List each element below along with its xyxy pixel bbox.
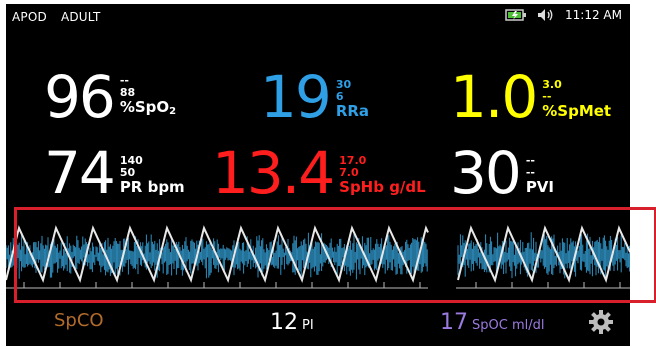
patient-type-label: ADULT	[60, 10, 101, 24]
rra-value: 19	[260, 63, 332, 131]
sphb-value: 13.4	[212, 139, 335, 207]
spco-label: SpCO	[54, 310, 104, 331]
rra-upper-limit: 30	[335, 78, 352, 91]
spmet-value: 1.0	[450, 63, 538, 131]
sphb-upper-limit: 17.0	[339, 154, 367, 167]
monitor-screen: APOD ADULT 11:12 AM 96 -- 88 %SpO2 19 30…	[6, 4, 630, 346]
spmet-lower-limit: --	[542, 90, 552, 103]
rra-parameter[interactable]: 19 30 6 RRa	[260, 68, 369, 126]
pr-unit: PR bpm	[119, 178, 185, 196]
spo2-value: 96	[44, 63, 116, 131]
spco-parameter[interactable]: SpCO	[54, 310, 104, 331]
pvi-upper-limit: --	[525, 154, 535, 167]
status-icons: 11:12 AM	[505, 8, 622, 22]
rra-unit: RRa	[335, 102, 370, 120]
spmet-parameter[interactable]: 1.0 3.0 -- %SpMet	[450, 68, 611, 126]
spmet-upper-limit: 3.0	[542, 78, 562, 91]
pi-parameter[interactable]: 12 PI	[270, 310, 314, 335]
speaker-icon[interactable]	[537, 8, 555, 22]
rra-lower-limit: 6	[335, 90, 344, 103]
clock: 11:12 AM	[565, 8, 622, 22]
pvi-unit: PVI	[525, 178, 554, 196]
pi-label: PI	[302, 318, 314, 333]
pr-value: 74	[44, 139, 116, 207]
sphb-parameter[interactable]: 13.4 17.0 7.0 SpHb g/dL	[212, 144, 426, 202]
spo2-unit: %SpO2	[119, 98, 177, 118]
spo2-lower-limit: 88	[119, 86, 136, 99]
pvi-lower-limit: --	[525, 166, 535, 179]
gear-icon[interactable]	[588, 309, 614, 335]
sphb-lower-limit: 7.0	[339, 166, 359, 179]
pvi-parameter[interactable]: 30 -- -- PVI	[450, 144, 554, 202]
battery-charging-icon	[505, 9, 527, 21]
spmet-unit: %SpMet	[542, 102, 612, 120]
mode-label: APOD	[12, 10, 47, 24]
spoc-parameter[interactable]: 17 SpOC ml/dl	[440, 310, 544, 335]
pr-lower-limit: 50	[119, 166, 136, 179]
pr-parameter[interactable]: 74 140 50 PR bpm	[44, 144, 185, 202]
spoc-label: SpOC ml/dl	[472, 318, 545, 333]
pi-value: 12	[270, 310, 298, 335]
highlight-box	[14, 207, 656, 303]
spoc-value: 17	[440, 310, 468, 335]
sphb-unit: SpHb g/dL	[339, 178, 426, 196]
pr-upper-limit: 140	[119, 154, 143, 167]
status-bar: APOD ADULT	[12, 10, 111, 24]
pvi-value: 30	[450, 139, 522, 207]
signal-noise	[6, 232, 630, 280]
pleth-waveform[interactable]	[6, 208, 630, 300]
pleth-trace	[6, 225, 630, 284]
time-ticks	[23, 282, 621, 288]
spo2-parameter[interactable]: 96 -- 88 %SpO2	[44, 68, 176, 126]
spo2-upper-limit: --	[119, 74, 129, 87]
